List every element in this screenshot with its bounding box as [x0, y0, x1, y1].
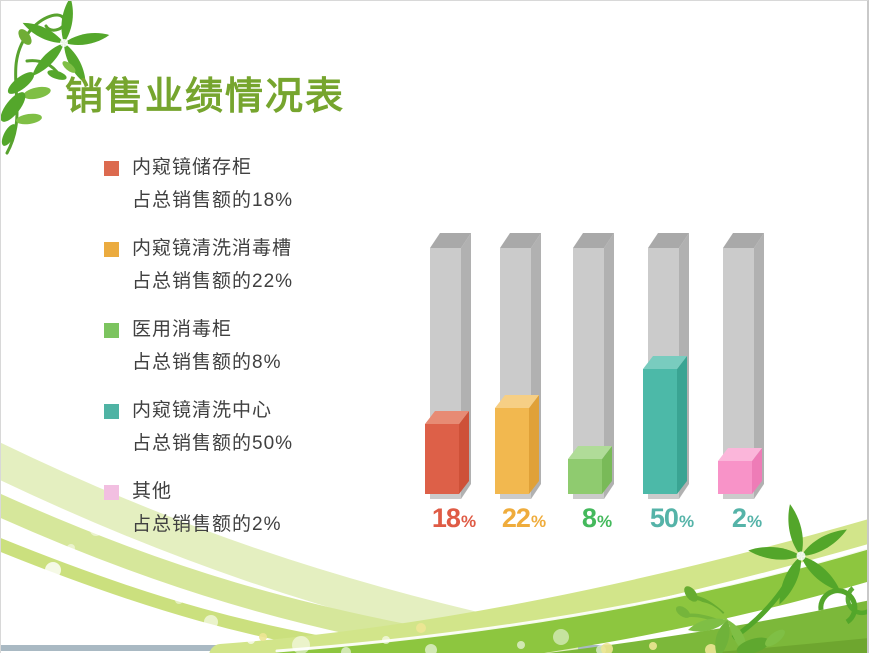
bar-value-label: 18% [431, 503, 477, 533]
legend-label: 内窥镜清洗中心 [132, 400, 273, 421]
legend-swatch [104, 160, 119, 176]
legend-detail: 占总销售额的18% [132, 190, 294, 211]
legend-swatch [104, 241, 119, 257]
legend-swatch [104, 322, 119, 338]
legend-swatch [104, 403, 119, 419]
legend-detail: 占总销售额的22% [132, 271, 294, 292]
bar-value-label: 22% [501, 503, 547, 533]
slide-bottom-edge [1, 645, 867, 651]
bar-chart-canvas [425, 233, 764, 499]
chart-legend: 内窥镜储存柜 占总销售额的18% 内窥镜清洗消毒槽 占总销售额的22% 医用消毒… [104, 157, 404, 562]
bar-chart: 18% 22% 8% 50% 2% [416, 226, 796, 541]
legend-label: 医用消毒柜 [132, 319, 233, 340]
slide-title: 销售业绩情况表 [65, 76, 346, 118]
bar-value-label: 50% [649, 503, 695, 533]
bar-value-label: 8% [581, 503, 613, 533]
bar-value-label: 2% [731, 503, 763, 533]
legend-item: 内窥镜储存柜 占总销售额的18% [104, 157, 404, 212]
legend-detail: 占总销售额的50% [132, 433, 294, 454]
legend-label: 内窥镜清洗消毒槽 [132, 238, 293, 259]
legend-item: 内窥镜清洗中心 占总销售额的50% [104, 400, 404, 455]
legend-detail: 占总销售额的2% [132, 514, 282, 535]
legend-label: 内窥镜储存柜 [132, 157, 253, 178]
legend-label: 其他 [132, 481, 173, 502]
legend-swatch [104, 484, 119, 500]
legend-detail: 占总销售额的8% [132, 352, 282, 373]
legend-item: 内窥镜清洗消毒槽 占总销售额的22% [104, 238, 404, 293]
legend-item: 医用消毒柜 占总销售额的8% [104, 319, 404, 374]
legend-item: 其他 占总销售额的2% [104, 481, 404, 536]
